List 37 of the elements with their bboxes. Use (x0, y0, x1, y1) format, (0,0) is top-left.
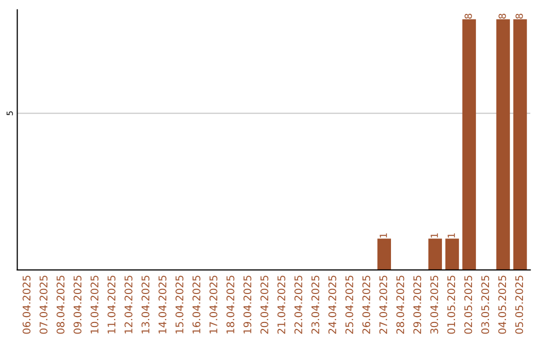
x-tick-label: 24.04.2025 (328, 276, 336, 334)
x-tick-label: 14.04.2025 (158, 276, 166, 334)
data-label: 8 (498, 14, 506, 19)
y-tick-label: 5 (6, 111, 13, 116)
x-tick-label: 07.04.2025 (40, 276, 48, 334)
data-label: 1 (430, 233, 438, 238)
x-tick-label: 23.04.2025 (311, 276, 320, 334)
data-label: 8 (516, 14, 523, 19)
x-tick-label: 02.05.2025 (464, 276, 472, 334)
x-tick-label: 18.04.2025 (226, 276, 234, 334)
x-tick-label: 03.05.2025 (481, 276, 490, 334)
x-tick-label: 06.04.2025 (22, 276, 30, 334)
x-tick-label: 20.04.2025 (260, 276, 268, 334)
x-tick-label: 04.05.2025 (498, 276, 506, 334)
x-tick-label: 16.04.2025 (192, 276, 200, 334)
x-tick-label: 21.04.2025 (277, 276, 286, 334)
x-tick-label: 10.04.2025 (90, 276, 98, 334)
x-tick-label: 09.04.2025 (74, 276, 82, 334)
x-tick-label: 26.04.2025 (362, 276, 370, 334)
x-tick-label: 27.04.2025 (379, 276, 388, 334)
x-tick-label: 12.04.2025 (124, 276, 132, 334)
data-label: 1 (380, 233, 387, 238)
x-tick-label: 15.04.2025 (175, 276, 184, 334)
x-tick-label: 29.04.2025 (413, 276, 422, 334)
x-tick-label: 30.04.2025 (430, 276, 438, 334)
data-label: 8 (464, 14, 472, 19)
x-tick-label: 01.05.2025 (447, 276, 456, 334)
x-tick-label: 22.04.2025 (294, 276, 302, 334)
x-tick-label: 28.04.2025 (396, 276, 404, 334)
x-tick-label: 05.05.2025 (515, 276, 524, 334)
x-tick-label: 17.04.2025 (209, 276, 218, 334)
x-tick-label: 13.04.2025 (142, 276, 150, 334)
x-tick-label: 25.04.2025 (345, 276, 354, 334)
x-tick-label: 08.04.2025 (56, 276, 64, 334)
data-label: 1 (448, 233, 455, 238)
x-tick-label: 11.04.2025 (108, 276, 116, 334)
x-tick-label: 19.04.2025 (243, 276, 252, 334)
